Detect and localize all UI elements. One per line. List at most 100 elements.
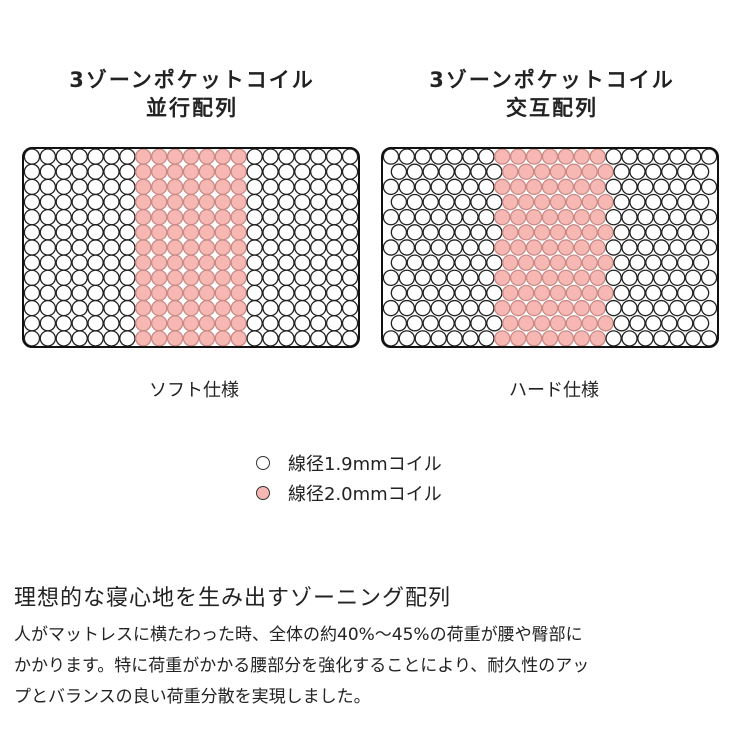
coil-2.0mm	[182, 178, 200, 196]
coil-1.9mm	[39, 299, 57, 317]
coil-2.0mm	[557, 269, 575, 287]
coil-1.9mm	[262, 330, 279, 347]
coil-1.9mm	[637, 148, 654, 165]
coil-1.9mm	[262, 208, 279, 226]
coil-1.9mm	[661, 254, 678, 271]
coil-1.9mm	[414, 178, 431, 196]
coil-2.0mm	[135, 239, 152, 256]
coil-1.9mm	[119, 208, 136, 226]
coil-1.9mm	[486, 284, 503, 302]
coil-1.9mm	[645, 254, 662, 271]
coil-1.9mm	[605, 178, 622, 196]
coil-1.9mm	[605, 239, 622, 256]
coil-1.9mm	[310, 208, 327, 226]
coil-2.0mm	[581, 254, 598, 271]
coil-1.9mm	[669, 208, 686, 226]
coil-2.0mm	[549, 193, 567, 211]
coil-1.9mm	[23, 254, 41, 271]
coil-1.9mm	[478, 299, 495, 317]
coil-1.9mm	[676, 284, 694, 302]
coil-1.9mm	[71, 330, 88, 347]
mattress-frame	[22, 147, 360, 348]
coil-1.9mm	[478, 330, 495, 347]
coil-1.9mm	[700, 148, 718, 165]
coil-1.9mm	[470, 163, 487, 180]
coil-1.9mm	[278, 178, 295, 196]
coil-2.0mm	[150, 254, 168, 271]
coil-1.9mm	[246, 148, 263, 165]
coil-2.0mm	[182, 208, 200, 226]
coil-1.9mm	[294, 224, 311, 241]
coil-1.9mm	[103, 224, 120, 241]
coil-2.0mm	[573, 330, 591, 347]
coil-1.9mm	[278, 148, 295, 165]
coil-2.0mm	[502, 193, 519, 211]
coil-1.9mm	[119, 148, 136, 165]
coil-1.9mm	[406, 224, 424, 241]
coil-1.9mm	[71, 315, 88, 332]
coil-1.9mm	[55, 254, 72, 271]
coil-2.0mm	[573, 299, 591, 317]
coil-2.0mm	[150, 193, 168, 211]
coil-2.0mm	[150, 299, 168, 317]
coil-1.9mm	[486, 315, 503, 332]
coil-2.0mm	[230, 299, 247, 317]
coil-2.0mm	[214, 193, 232, 211]
coil-1.9mm	[119, 163, 136, 180]
coil-1.9mm	[23, 224, 41, 241]
body-line: プとバランスの良い荷重分散を実現しました。	[14, 687, 371, 707]
coil-2.0mm	[182, 330, 200, 347]
coil-1.9mm	[637, 299, 654, 317]
coil-1.9mm	[700, 178, 718, 196]
coil-1.9mm	[341, 284, 359, 302]
coil-1.9mm	[470, 193, 487, 211]
coil-2.0mm	[182, 315, 200, 332]
coil-1.9mm	[430, 330, 447, 347]
coil-1.9mm	[103, 239, 120, 256]
coil-2.0mm	[589, 239, 606, 256]
coil-2.0mm	[198, 208, 216, 226]
coil-2.0mm	[557, 178, 575, 196]
coil-1.9mm	[87, 269, 104, 287]
coil-1.9mm	[119, 284, 136, 302]
coil-1.9mm	[645, 284, 662, 302]
coil-1.9mm	[398, 178, 416, 196]
coil-2.0mm	[150, 315, 168, 332]
coil-1.9mm	[246, 330, 263, 347]
coil-1.9mm	[325, 148, 343, 165]
coil-1.9mm	[39, 178, 57, 196]
coil-1.9mm	[390, 163, 408, 180]
coil-2.0mm	[135, 178, 152, 196]
body-text: 人がマットレスに横たわった時、全体の約40%〜45%の荷重が腰や臀部に かかりま…	[14, 620, 589, 713]
coil-1.9mm	[430, 239, 447, 256]
coil-1.9mm	[294, 299, 311, 317]
coil-1.9mm	[653, 269, 670, 287]
coil-1.9mm	[55, 284, 72, 302]
coil-1.9mm	[669, 148, 686, 165]
coil-2.0mm	[166, 330, 184, 347]
coil-1.9mm	[653, 148, 670, 165]
coil-2.0mm	[549, 284, 567, 302]
coil-2.0mm	[135, 269, 152, 287]
coil-2.0mm	[166, 148, 184, 165]
coil-1.9mm	[676, 163, 694, 180]
coil-2.0mm	[581, 163, 598, 180]
coil-2.0mm	[533, 284, 551, 302]
coil-1.9mm	[87, 224, 104, 241]
coil-2.0mm	[150, 208, 168, 226]
coil-2.0mm	[502, 284, 519, 302]
coil-1.9mm	[629, 315, 646, 332]
white-coil-icon	[256, 456, 270, 470]
legend-label: 線径2.0mmコイル	[288, 484, 442, 505]
coil-1.9mm	[621, 330, 638, 347]
coil-1.9mm	[684, 239, 702, 256]
coil-1.9mm	[325, 239, 343, 256]
coil-1.9mm	[39, 284, 57, 302]
coil-2.0mm	[198, 148, 216, 165]
coil-1.9mm	[446, 330, 463, 347]
coil-1.9mm	[605, 299, 622, 317]
coil-2.0mm	[230, 284, 247, 302]
coil-1.9mm	[87, 254, 104, 271]
coil-1.9mm	[661, 284, 678, 302]
coil-2.0mm	[525, 148, 543, 165]
